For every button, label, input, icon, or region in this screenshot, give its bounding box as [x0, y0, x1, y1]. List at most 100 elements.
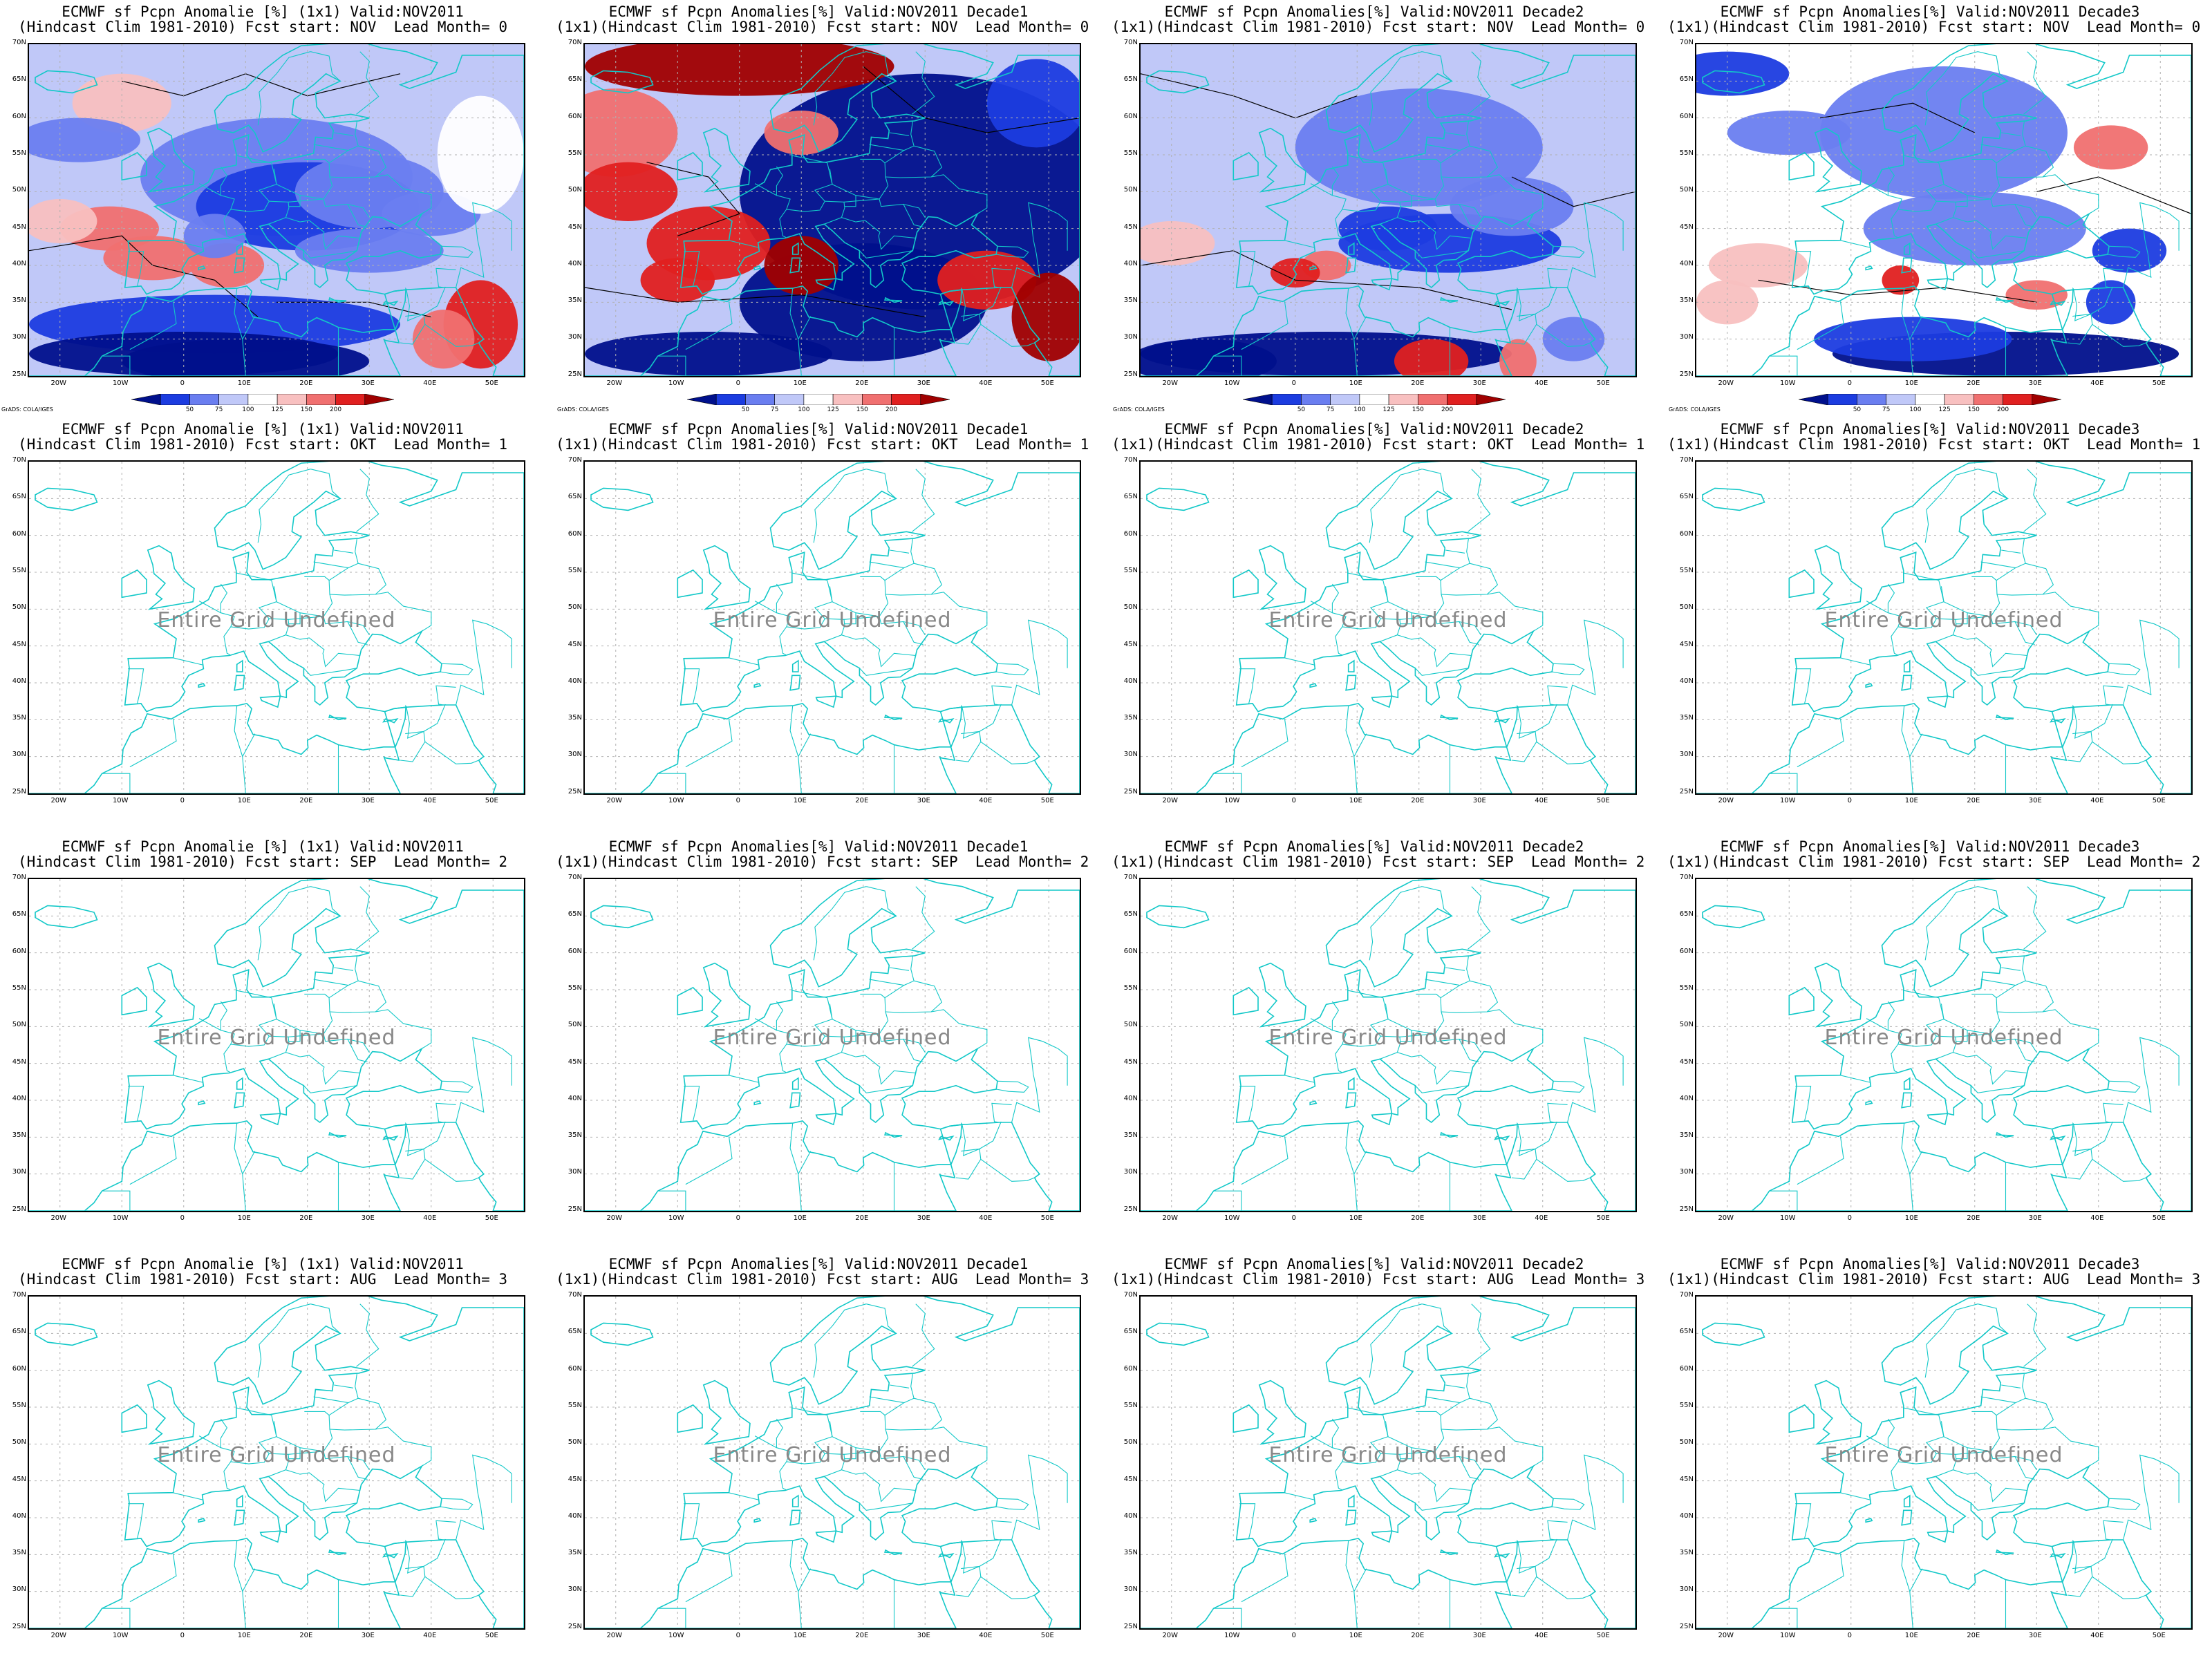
panel-subtitle: (Hindcast Clim 1981-2010) Fcst start: SE…: [17, 854, 507, 870]
borders: [102, 1303, 512, 1628]
lat-label: 30N: [568, 1168, 582, 1176]
lat-label: 65N: [1679, 910, 1694, 919]
lon-label: 0: [1291, 797, 1296, 804]
lat-label: 55N: [1679, 149, 1694, 157]
lon-label: 20W: [606, 1632, 623, 1639]
colorbar-label: 200: [329, 406, 342, 413]
colorbar-swatch: [715, 394, 746, 405]
map-panel: ECMWF sf Pcpn Anomalies[%] Valid:NOV2011…: [556, 835, 1089, 1250]
lat-label: 45N: [1679, 1057, 1694, 1066]
lon-label: 40E: [1535, 797, 1548, 804]
lat-label: 65N: [568, 493, 582, 501]
coastlines: [1141, 44, 1635, 376]
lat-label: 55N: [1679, 566, 1694, 574]
lat-label: 40N: [12, 1094, 26, 1102]
lon-label: 40E: [423, 797, 437, 804]
map-frame: Entire Grid Undefined: [28, 1295, 525, 1630]
lat-label: 25N: [12, 1622, 26, 1630]
panel-subtitle: (1x1)(Hindcast Clim 1981-2010) Fcst star…: [1667, 436, 2201, 453]
colorbar-swatch: [920, 394, 950, 405]
lon-label: 30E: [917, 797, 930, 804]
lat-label: 30N: [1679, 1585, 1694, 1594]
borders: [1213, 51, 1624, 376]
lat-label: 55N: [12, 149, 26, 157]
lon-label: 10E: [793, 1214, 807, 1222]
colorbar-swatch: [160, 394, 190, 405]
panel-subtitle: (1x1)(Hindcast Clim 1981-2010) Fcst star…: [556, 19, 1089, 35]
lon-label: 20W: [1162, 1632, 1179, 1639]
map-panel: ECMWF sf Pcpn Anomalies[%] Valid:NOV2011…: [556, 417, 1089, 832]
colorbar-swatch: [2003, 394, 2033, 405]
lat-label: 50N: [1123, 1438, 1138, 1447]
coastlines: [29, 462, 524, 793]
lat-label: 30N: [12, 1168, 26, 1176]
lon-label: 40E: [1535, 1214, 1548, 1222]
map-svg: [29, 44, 524, 376]
colorbar-swatch: [335, 394, 366, 405]
map-panel: ECMWF sf Pcpn Anomalies[%] Valid:NOV2011…: [1667, 835, 2200, 1250]
lon-label: 30E: [361, 1632, 375, 1639]
lat-label: 55N: [568, 149, 582, 157]
lat-label: 40N: [12, 677, 26, 685]
panel-subtitle: (1x1)(Hindcast Clim 1981-2010) Fcst star…: [1112, 854, 1645, 870]
lat-label: 50N: [12, 1438, 26, 1447]
lat-label: 35N: [568, 714, 582, 722]
lat-label: 30N: [12, 751, 26, 759]
lat-label: 70N: [1123, 874, 1138, 881]
lon-label: 10W: [1224, 1214, 1240, 1222]
lat-label: 60N: [1679, 947, 1694, 955]
lat-label: 35N: [1679, 1131, 1694, 1140]
lon-label: 50E: [485, 1632, 498, 1639]
lat-label: 50N: [12, 1021, 26, 1029]
colorbar-swatch: [218, 394, 249, 405]
lon-label: 0: [180, 797, 185, 804]
colorbar-label: 150: [300, 406, 312, 413]
lon-label: 40E: [423, 1214, 437, 1222]
borders: [1769, 51, 2180, 376]
lon-label: 10E: [793, 1632, 807, 1639]
lon-label: 10E: [1349, 797, 1362, 804]
lon-label: 10E: [237, 1214, 251, 1222]
map-panel: ECMWF sf Pcpn Anomalies[%] Valid:NOV2011…: [1667, 0, 2200, 415]
colorbar-swatch: [1944, 394, 1974, 405]
lat-label: 40N: [568, 1511, 582, 1520]
lat-label: 40N: [1679, 677, 1694, 685]
lon-label: 30E: [917, 1632, 930, 1639]
lat-label: 25N: [568, 370, 582, 378]
lat-label: 70N: [12, 1291, 26, 1299]
lon-label: 30E: [2028, 1214, 2042, 1222]
panel-title: ECMWF sf Pcpn Anomalies[%] Valid:NOV2011…: [1164, 1256, 1584, 1272]
lat-label: 40N: [1679, 259, 1694, 267]
undefined-grid-message: Entire Grid Undefined: [1824, 1026, 2063, 1050]
lon-label: 0: [1847, 1214, 1852, 1222]
lat-label: 25N: [1123, 1205, 1138, 1213]
map-svg: [1696, 462, 2191, 793]
lat-label: 60N: [1123, 947, 1138, 955]
colorbar-label: 200: [1996, 406, 2009, 413]
lat-label: 35N: [1123, 1131, 1138, 1140]
colorbar-label: 150: [1967, 406, 1980, 413]
graticule: [1141, 879, 1635, 1211]
lat-label: 25N: [1679, 1205, 1694, 1213]
map-svg: [29, 879, 524, 1211]
lon-label: 20W: [1718, 379, 1734, 387]
lat-label: 50N: [1123, 186, 1138, 194]
borders: [1769, 1303, 2180, 1628]
lat-label: 35N: [1123, 1549, 1138, 1557]
lon-label: 10E: [793, 379, 807, 387]
lat-label: 35N: [1679, 1549, 1694, 1557]
coastlines: [1696, 462, 2191, 793]
lat-label: 60N: [1123, 529, 1138, 538]
lon-label: 10W: [668, 797, 684, 804]
lat-label: 50N: [1123, 1021, 1138, 1029]
lat-label: 30N: [568, 333, 582, 341]
lon-label: 20W: [1162, 797, 1179, 804]
lon-label: 20E: [1967, 379, 1980, 387]
map-frame: Entire Grid Undefined: [1695, 1295, 2193, 1630]
lat-label: 25N: [1123, 1622, 1138, 1630]
lat-label: 35N: [1679, 296, 1694, 305]
lat-label: 25N: [568, 1622, 582, 1630]
panel-title: ECMWF sf Pcpn Anomalie [%] (1x1) Valid:N…: [62, 421, 464, 437]
lon-label: 40E: [979, 1214, 993, 1222]
colorbar-label: 75: [1882, 406, 1891, 413]
